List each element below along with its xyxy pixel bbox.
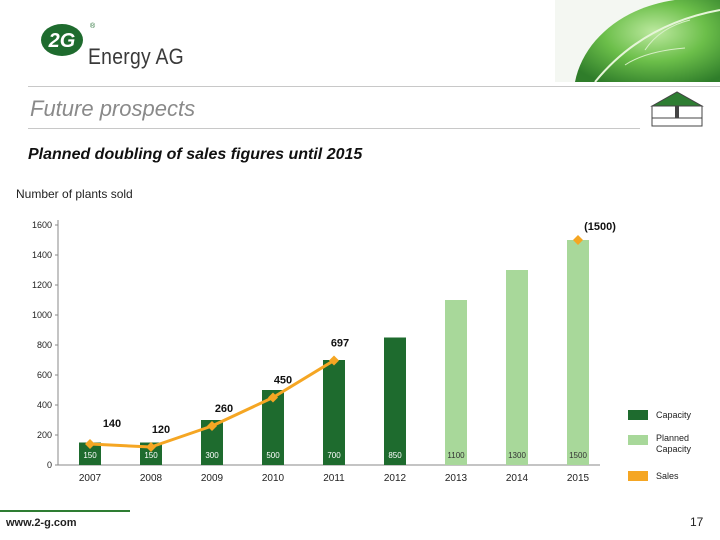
capacity-bar	[262, 390, 284, 465]
y-tick-label: 400	[37, 400, 52, 410]
sales-point	[146, 442, 156, 452]
capacity-bar	[384, 337, 406, 465]
x-tick-label: 2015	[567, 473, 590, 484]
title-divider	[28, 128, 640, 129]
bar-value-label: 150	[144, 451, 158, 460]
logo-text: Energy AG	[88, 44, 185, 69]
planned-capacity-bar	[567, 240, 589, 465]
capacity-bar	[79, 442, 101, 465]
legend-swatch-capacity	[628, 410, 648, 420]
y-tick-label: 800	[37, 340, 52, 350]
bar-value-label: 500	[266, 451, 280, 460]
sales-value-label: 450	[274, 375, 292, 387]
bar-value-label: 850	[388, 451, 402, 460]
x-tick-label: 2008	[140, 473, 163, 484]
planned-capacity-bar	[506, 270, 528, 465]
bar-value-label: 300	[205, 451, 219, 460]
y-tick-label: 600	[37, 370, 52, 380]
logo-mark-text: 2G	[48, 30, 76, 52]
sales-value-label: 697	[331, 337, 349, 349]
y-tick-label: 1000	[32, 310, 52, 320]
svg-text:®: ®	[90, 22, 96, 30]
bar-value-label: 1300	[508, 451, 526, 460]
x-tick-label: 2009	[201, 473, 224, 484]
page-number: 17	[690, 515, 704, 529]
leaf-image	[555, 0, 720, 82]
sales-value-label: (1500)	[584, 221, 616, 233]
footer-divider	[0, 510, 130, 512]
x-tick-label: 2013	[445, 473, 468, 484]
planned-capacity-bar	[445, 300, 467, 465]
x-tick-label: 2011	[323, 473, 345, 484]
company-logo: 2G ®	[38, 20, 188, 76]
capacity-bar	[323, 360, 345, 465]
x-tick-label: 2012	[384, 473, 407, 484]
sales-point	[329, 355, 339, 366]
sales-point	[207, 421, 217, 431]
x-tick-label: 2007	[79, 473, 102, 484]
legend-label-planned: Planned Capacity	[656, 433, 692, 454]
sales-value-label: 140	[103, 418, 121, 430]
y-tick-label: 1200	[32, 280, 52, 290]
y-tick-label: 1400	[32, 250, 52, 260]
footer-url: www.2-g.com	[6, 517, 77, 529]
legend-swatch-planned	[628, 435, 648, 445]
legend-label-capacity: Capacity	[656, 410, 692, 420]
sales-point	[85, 439, 95, 449]
sales-value-label: 260	[215, 403, 233, 415]
y-tick-label: 200	[37, 430, 52, 440]
y-tick-label: 0	[47, 460, 52, 470]
legend-swatch-sales	[628, 471, 648, 481]
capacity-bar	[201, 420, 223, 465]
bar-value-label: 1500	[569, 451, 587, 460]
header-divider	[28, 86, 720, 87]
y-tick-label: 1600	[32, 220, 52, 230]
legend-label-sales: Sales	[656, 471, 679, 481]
house-icon	[650, 91, 704, 127]
x-tick-label: 2014	[506, 473, 529, 484]
sales-point	[573, 235, 583, 245]
page-title: Future prospects	[30, 96, 196, 121]
sales-point	[268, 392, 278, 403]
chart-subtitle: Planned doubling of sales figures until …	[28, 146, 363, 163]
bar-value-label: 700	[327, 451, 341, 460]
bar-value-label: 150	[83, 451, 97, 460]
logo-mark-icon: 2G ®	[41, 22, 96, 56]
sales-value-label: 120	[152, 424, 170, 436]
y-axis-label: Number of plants sold	[16, 187, 133, 201]
bar-value-label: 1100	[447, 451, 465, 460]
x-tick-label: 2010	[262, 473, 285, 484]
